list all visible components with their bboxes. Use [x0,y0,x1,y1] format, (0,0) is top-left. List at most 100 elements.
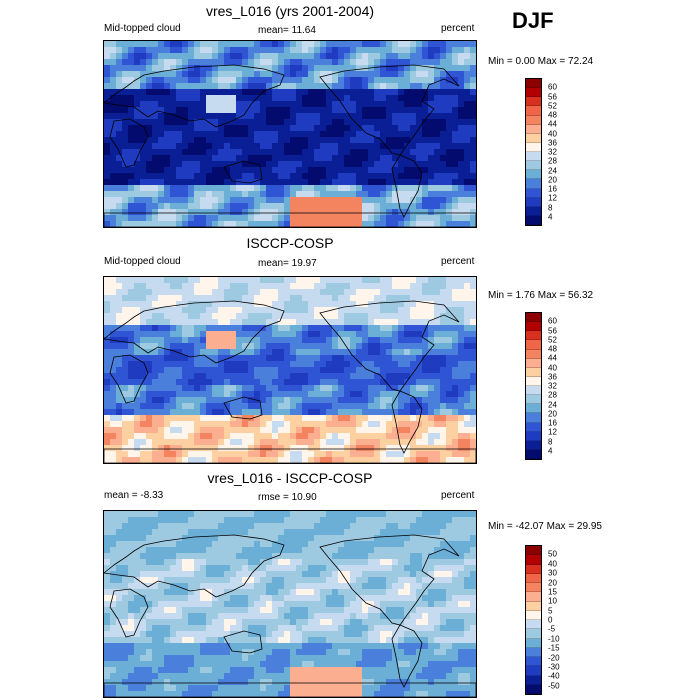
field-cell [338,511,345,518]
field-cell [116,173,123,180]
field-cell [164,523,171,530]
field-cell [398,337,405,344]
field-cell [380,107,387,114]
field-cell [302,541,309,548]
field-cell [194,517,201,524]
field-cell [170,547,177,554]
field-cell [110,379,117,386]
field-cell [278,511,285,518]
field-cell [158,137,165,144]
field-cell [458,361,465,368]
field-cell [194,511,201,518]
field-cell [302,77,309,84]
colorbar-segment [526,188,541,198]
field-cell [236,179,243,186]
field-cell [440,185,447,192]
field-cell [416,403,423,410]
field-cell [344,173,351,180]
field-cell [416,601,423,608]
field-cell [332,101,339,108]
field-cell [230,143,237,150]
field-cell [380,511,387,518]
field-cell [380,65,387,72]
field-cell [122,77,129,84]
field-cell [344,601,351,608]
colorbar-tick-label: 40 [548,363,557,372]
field-cell [380,517,387,524]
field-cell [308,77,315,84]
field-cell [254,113,261,120]
field-cell [158,385,165,392]
field-cell [380,577,387,584]
panel-1-units-label: percent [441,23,475,34]
field-cell [230,349,237,356]
field-cell [368,457,375,463]
field-cell [380,535,387,542]
field-cell [392,155,399,162]
field-cell [230,77,237,84]
field-cell [374,451,381,458]
field-cell [314,53,321,60]
field-cell [314,337,321,344]
field-cell [470,553,476,560]
field-cell [224,343,231,350]
field-cell [218,167,225,174]
field-cell [470,421,476,428]
field-cell [146,283,153,290]
field-cell [146,409,153,416]
field-cell [104,295,111,302]
field-cell [440,173,447,180]
field-cell [254,53,261,60]
field-cell [212,203,219,210]
field-cell [452,427,459,434]
field-cell [224,397,231,404]
field-cell [116,197,123,204]
field-cell [416,313,423,320]
field-cell [386,595,393,602]
field-cell [296,125,303,132]
field-cell [332,119,339,126]
field-cell [362,421,369,428]
field-cell [212,41,219,48]
field-cell [458,415,465,422]
field-cell [362,331,369,338]
field-cell [110,565,117,572]
field-cell [128,107,135,114]
field-cell [146,565,153,572]
field-cell [290,191,297,198]
field-cell [368,125,375,132]
field-cell [278,215,285,222]
field-cell [464,373,471,380]
field-cell [398,319,405,326]
field-cell [218,427,225,434]
field-cell [326,511,333,518]
field-cell [266,53,273,60]
field-cell [248,451,255,458]
field-cell [416,451,423,458]
field-cell [284,277,291,284]
field-cell [392,101,399,108]
field-cell [356,607,363,614]
field-cell [308,337,315,344]
field-cell [176,95,183,102]
field-cell [260,379,267,386]
field-cell [122,155,129,162]
panel-1-map [103,40,477,228]
field-cell [422,517,429,524]
field-cell [134,379,141,386]
field-cell [164,65,171,72]
field-cell [266,137,273,144]
field-cell [170,403,177,410]
field-cell [272,547,279,554]
field-cell [356,565,363,572]
field-cell [386,349,393,356]
field-cell [308,349,315,356]
field-cell [398,65,405,72]
field-cell [302,277,309,284]
field-cell [302,143,309,150]
field-cell [344,71,351,78]
field-cell [212,397,219,404]
field-cell [368,107,375,114]
field-cell [302,167,309,174]
field-cell [320,209,327,216]
